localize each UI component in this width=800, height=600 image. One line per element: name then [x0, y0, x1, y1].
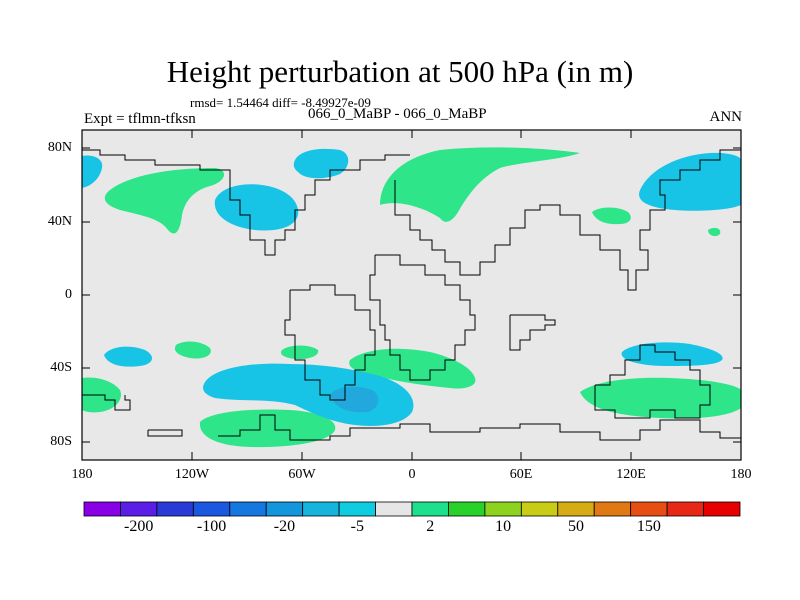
- cyan-region-south-pacific: [104, 346, 153, 367]
- season-label: ANN: [709, 109, 743, 125]
- colorbar-label: 50: [568, 518, 584, 535]
- lon-label: 120W: [174, 467, 210, 482]
- coastline-small-island: [147, 429, 183, 437]
- chart-title: Height perturbation at 500 hPa (in m): [166, 54, 634, 89]
- strong-negative-core: [330, 386, 379, 413]
- coastline-antarctica: [218, 414, 741, 441]
- lon-label: 120E: [616, 467, 646, 482]
- lon-label: 180: [730, 467, 752, 482]
- green-region-southern-ocean-west: [199, 409, 336, 448]
- colorbar-swatch: [520, 501, 559, 517]
- green-region-southern-ocean-east: [580, 377, 741, 419]
- colorbar-swatch: [265, 501, 304, 517]
- coastline-north-america: [82, 149, 410, 256]
- coastline-south-island-west: [82, 394, 131, 411]
- case-label: 066_0_MaBP - 066_0_MaBP: [308, 106, 487, 122]
- cyan-region-north-america: [293, 148, 349, 179]
- positive-anomaly-regions: [82, 147, 741, 448]
- colorbar-swatch: [666, 501, 704, 517]
- coastline-eurasia: [394, 149, 741, 291]
- lon-label: 0: [408, 467, 416, 482]
- colorbar-swatch: [375, 501, 413, 517]
- green-region-south-pacific: [174, 341, 211, 359]
- stats-line: rmsd= 1.54464 diff= -8.49927e-09: [190, 95, 371, 110]
- colorbar-label: -5: [350, 518, 364, 535]
- experiment-label: Expt = tflmn-tfksn: [84, 111, 196, 127]
- coastline-australia: [594, 344, 711, 419]
- colorbar-swatch: [192, 501, 231, 517]
- colorbar-label: -200: [123, 518, 154, 535]
- colorbar-swatch: [484, 501, 522, 517]
- colorbar-swatch: [229, 501, 267, 517]
- colorbar-swatch: [302, 501, 340, 517]
- lat-label: 80N: [47, 140, 72, 155]
- colorbar-label: 10: [495, 518, 512, 535]
- green-region-south-atlantic: [349, 348, 476, 389]
- green-region-asia: [592, 207, 631, 225]
- coastlines: [82, 149, 741, 441]
- coastline-arabia: [509, 314, 556, 351]
- lat-label: 40N: [47, 214, 72, 229]
- lon-label: 60W: [288, 467, 316, 482]
- colorbar-swatch: [411, 501, 449, 517]
- green-region-europe: [380, 147, 580, 222]
- lat-label: 0: [65, 287, 72, 302]
- cyan-region-northwest: [82, 155, 103, 188]
- colorbar-swatch: [120, 501, 158, 517]
- colorbar-swatch: [83, 501, 121, 517]
- colorbar-swatch: [630, 501, 668, 517]
- colorbar-swatch: [593, 501, 632, 517]
- axis-ticks: [81, 130, 742, 460]
- lon-label: 180: [71, 467, 93, 482]
- colorbar-swatch: [156, 501, 194, 517]
- lat-label: 40S: [50, 360, 72, 375]
- colorbar-swatch: [448, 501, 486, 517]
- coastline-africa: [369, 254, 476, 381]
- lon-label: 60E: [509, 467, 533, 482]
- colorbar-swatch: [557, 501, 595, 517]
- colorbar-swatch: [703, 501, 741, 517]
- coastline-south-america: [284, 284, 376, 401]
- cyan-region-indian-ocean: [621, 342, 723, 366]
- cyan-region-north-pacific: [214, 184, 299, 231]
- colorbar-label: -100: [196, 518, 227, 535]
- lat-label: 80S: [50, 434, 72, 449]
- colorbar-label: 2: [426, 518, 435, 535]
- colorbar-label: 150: [636, 518, 661, 535]
- green-region-south-america: [280, 345, 319, 360]
- green-region-pacific-east: [708, 227, 721, 237]
- colorbar: [83, 501, 741, 517]
- colorbar-swatch: [338, 501, 376, 517]
- colorbar-label: -20: [273, 518, 296, 535]
- green-region-pacific-north: [104, 168, 225, 234]
